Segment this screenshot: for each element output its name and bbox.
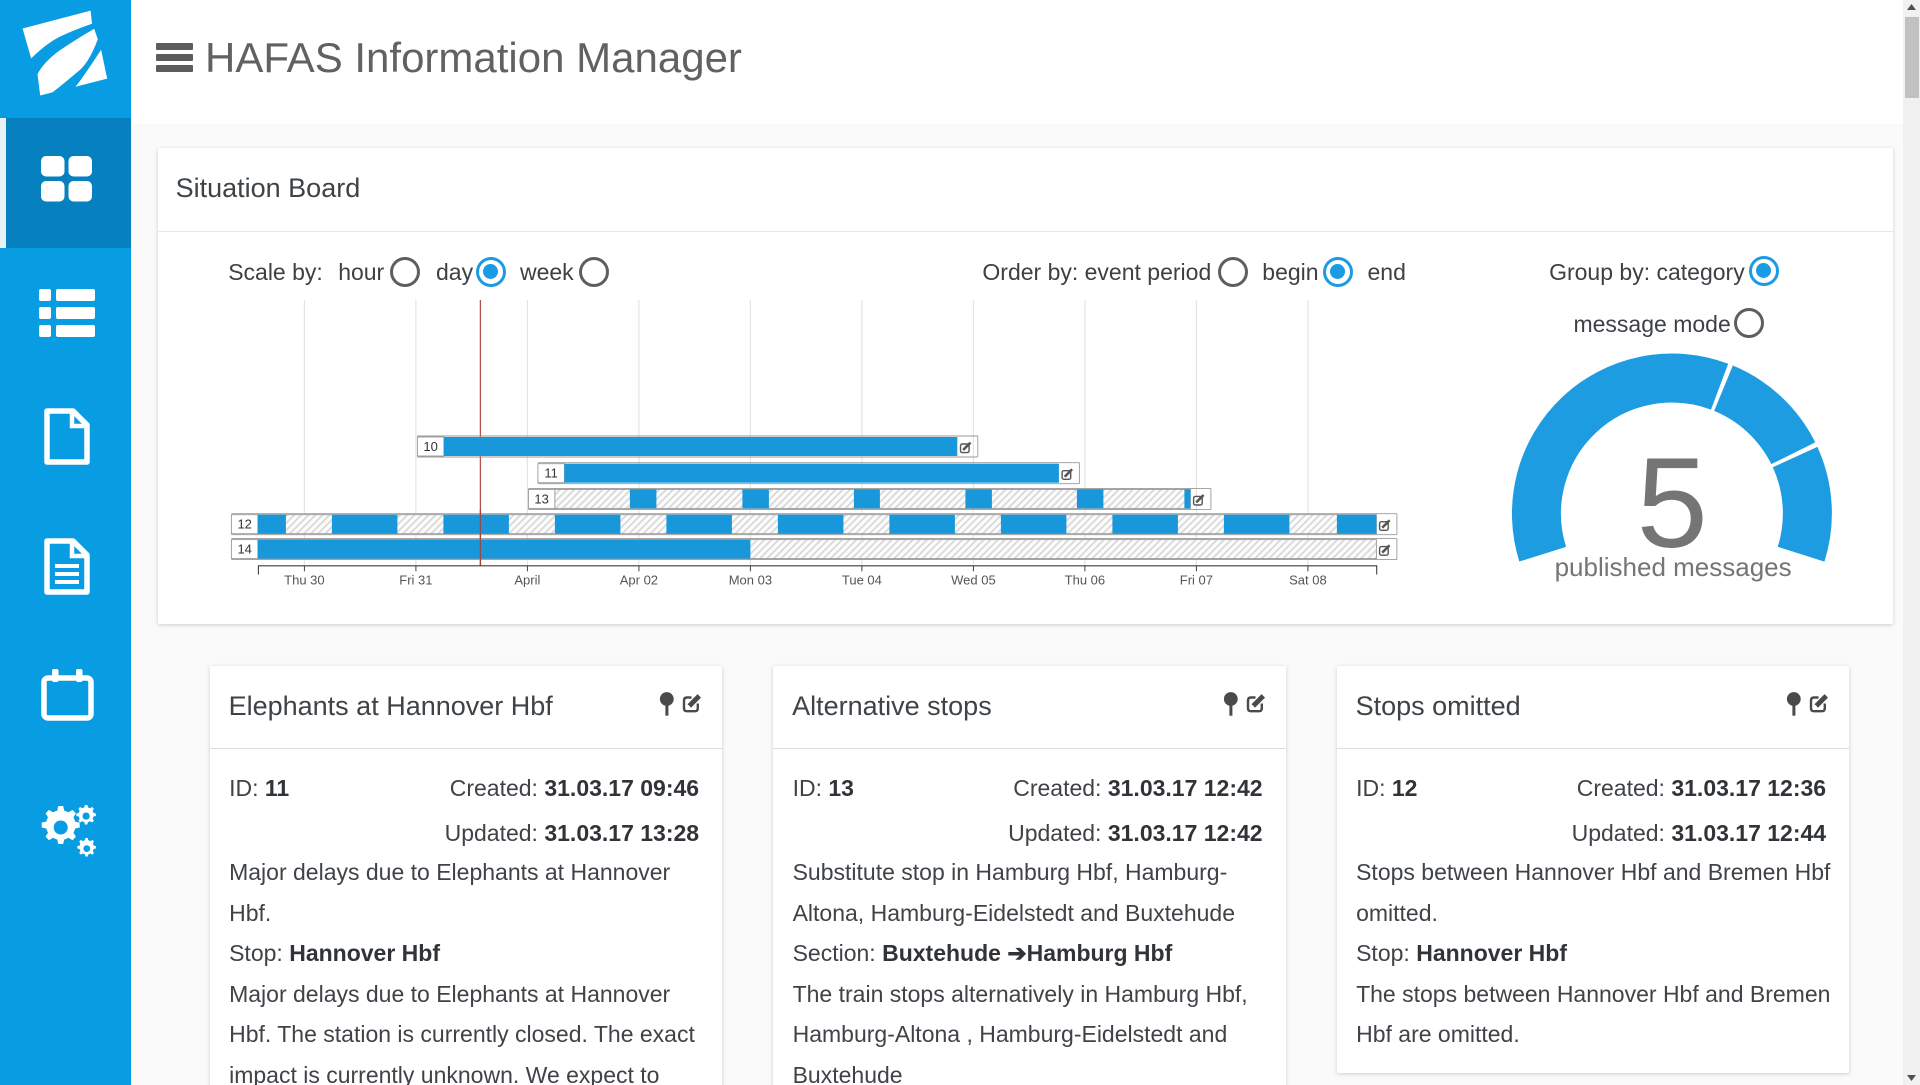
svg-text:13: 13 [534,491,548,506]
svg-text:Wed 05: Wed 05 [951,573,996,588]
svg-text:April: April [514,573,540,588]
svg-text:Thu 06: Thu 06 [1064,573,1104,588]
svg-text:Thu 30: Thu 30 [284,573,324,588]
svg-text:14: 14 [237,542,251,557]
svg-text:Mon 03: Mon 03 [728,573,771,588]
svg-text:Apr 02: Apr 02 [619,573,657,588]
svg-text:Fri 07: Fri 07 [1179,573,1212,588]
svg-text:Sat 08: Sat 08 [1289,573,1327,588]
svg-text:Fri 31: Fri 31 [399,573,432,588]
svg-text:12: 12 [237,517,251,532]
svg-text:Tue 04: Tue 04 [841,573,881,588]
svg-text:11: 11 [544,466,558,481]
svg-text:10: 10 [423,439,437,454]
